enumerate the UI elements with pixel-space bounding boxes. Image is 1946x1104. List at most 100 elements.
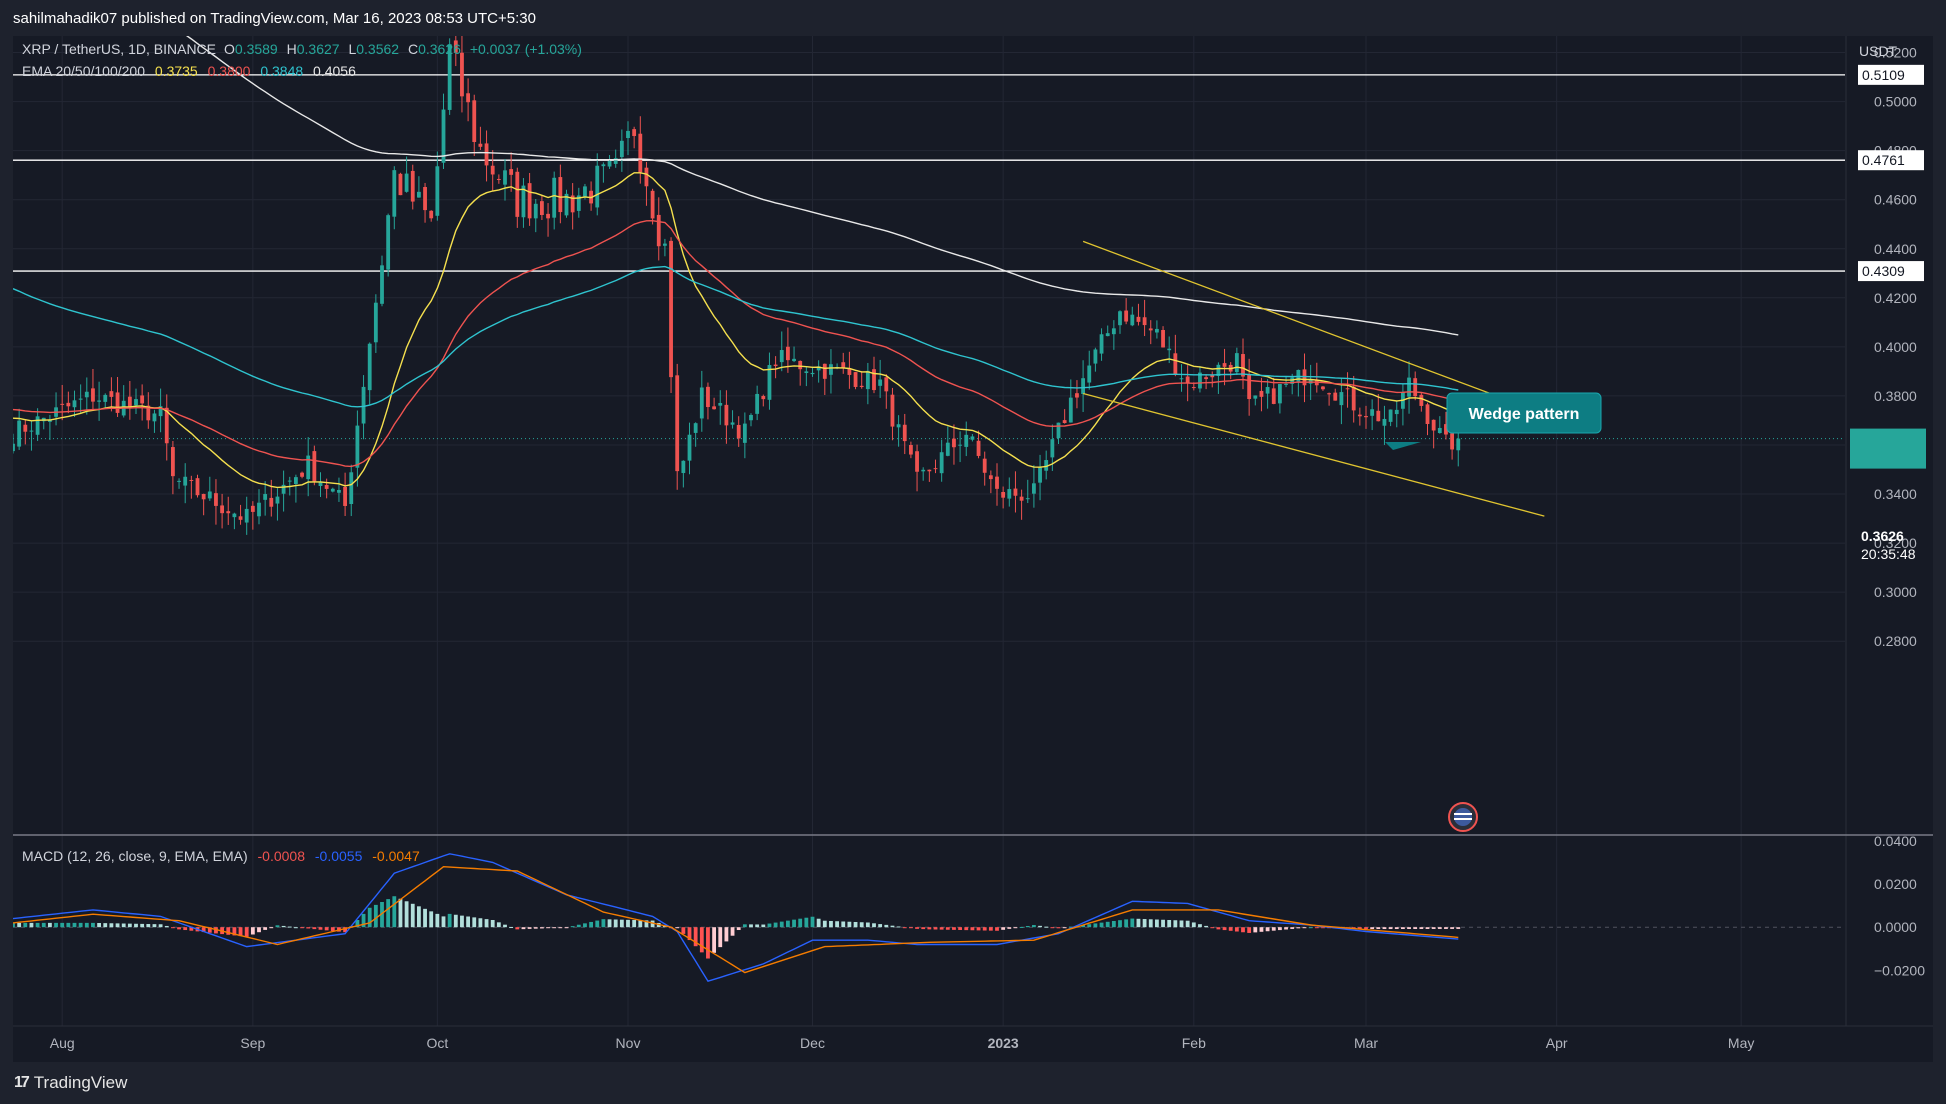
macd-histogram-bar: [829, 920, 833, 928]
us-flag-event-icon[interactable]: [1448, 802, 1478, 832]
level-tag-label: 0.4761: [1862, 152, 1905, 168]
candle-body: [896, 424, 901, 428]
macd-histogram-bar: [355, 920, 360, 928]
candle-body: [945, 442, 950, 456]
macd-histogram-bar: [644, 920, 649, 928]
macd-histogram-bar: [257, 927, 261, 933]
macd-histogram-bar: [952, 927, 956, 930]
macd-histogram-bar: [902, 927, 907, 929]
candle-body: [662, 243, 667, 246]
macd-histogram-bar: [103, 923, 108, 928]
candle-body: [656, 214, 661, 247]
candle-body: [343, 486, 348, 506]
candle-body: [742, 423, 747, 443]
candle-body: [908, 444, 913, 455]
macd-histogram-bar: [152, 924, 157, 928]
callout-box: [1446, 392, 1602, 434]
candle-body: [761, 396, 766, 400]
tradingview-logo-icon: 17: [14, 1074, 30, 1091]
macd-histogram-bar: [84, 922, 89, 928]
candle-body: [1062, 420, 1067, 423]
macd-histogram-bar: [250, 927, 255, 935]
macd-histogram-bar: [675, 927, 680, 929]
macd-histogram-bar: [1290, 927, 1295, 929]
macd-histogram-bar: [330, 927, 335, 931]
macd-histogram-bar: [958, 927, 963, 930]
macd-histogram-bar: [841, 921, 846, 928]
candle-body: [958, 444, 963, 446]
macd-histogram-bar: [792, 919, 796, 928]
macd-histogram-bar: [558, 927, 563, 929]
candle-body: [416, 191, 421, 198]
candle-body: [915, 451, 919, 472]
candle-body: [1025, 498, 1030, 500]
candle-body: [865, 370, 870, 390]
candle-body: [1173, 353, 1178, 375]
macd-histogram-bar: [681, 927, 686, 934]
macd-histogram-bar: [460, 915, 464, 928]
macd-histogram-bar: [564, 927, 569, 929]
candle-body: [238, 516, 243, 520]
macd-histogram-bar: [324, 927, 329, 931]
candle-body: [312, 451, 317, 482]
macd-histogram-bar: [1124, 919, 1129, 928]
tradingview-logo[interactable]: 17 TradingView: [14, 1073, 127, 1093]
level-tag-label: 0.5109: [1862, 67, 1905, 83]
candle-body: [404, 173, 409, 192]
candle-body: [755, 393, 760, 414]
macd-histogram-bar: [853, 921, 858, 928]
macd-histogram-bar: [97, 923, 102, 928]
macd-histogram-bar: [373, 904, 378, 928]
candle-body: [773, 364, 778, 367]
grid-lines: [13, 36, 1845, 1026]
candle-body: [349, 472, 354, 505]
candle-body: [60, 403, 65, 405]
candle-body: [1038, 467, 1042, 483]
candle-body: [822, 363, 827, 379]
macd-histogram-bar: [939, 927, 944, 930]
candle-body: [1111, 328, 1116, 335]
price-axis[interactable]: 0.52000.50000.48000.46000.44000.42000.40…: [13, 36, 1933, 1051]
macd-histogram-bar: [890, 925, 895, 928]
macd-histogram-bar: [441, 916, 446, 928]
candle-body: [1216, 364, 1221, 376]
candle-body: [97, 400, 102, 402]
chart-area[interactable]: 0.52000.50000.48000.46000.44000.42000.40…: [13, 36, 1933, 1062]
time-tick-label: Mar: [1354, 1035, 1378, 1051]
candle-body: [1351, 386, 1356, 411]
macd-histogram-bar: [1105, 921, 1110, 928]
macd-histogram-bar: [884, 924, 889, 928]
macd-histogram-bar: [1376, 927, 1381, 930]
macd-histogram-bar: [693, 927, 698, 947]
macd-histogram-bar: [263, 927, 268, 930]
macd-histogram-bar: [1111, 920, 1116, 928]
chart-canvas[interactable]: 0.52000.50000.48000.46000.44000.42000.40…: [13, 36, 1933, 1062]
macd-histogram-bar: [1382, 927, 1387, 930]
candle-body: [460, 52, 464, 97]
candle-body: [146, 405, 151, 421]
macd-histogram-bar: [300, 927, 304, 929]
macd-histogram-bar: [576, 924, 581, 928]
macd-histogram-bar: [1413, 927, 1418, 929]
candle-body: [503, 170, 507, 185]
candle-body: [810, 372, 815, 375]
macd-histogram-bar: [767, 923, 772, 928]
candle-body: [859, 385, 864, 388]
macd-histogram-bar: [146, 924, 151, 928]
macd-histogram-bar: [410, 903, 415, 928]
candle-body: [1271, 388, 1276, 404]
candle-body: [78, 398, 83, 400]
macd-histogram-bar: [1296, 927, 1301, 929]
candle-body: [779, 350, 784, 363]
candle-body: [472, 100, 477, 143]
macd-histogram-bar: [1271, 927, 1276, 931]
candle-body: [693, 423, 698, 433]
candle-body: [361, 386, 366, 424]
candle-body: [607, 160, 612, 167]
macd-histogram-bar: [607, 919, 612, 928]
candles: [13, 36, 1461, 535]
candle-body: [109, 391, 114, 397]
macd-histogram-bar: [1198, 924, 1202, 928]
macd-histogram-bar: [404, 901, 409, 928]
candle-body: [995, 476, 999, 489]
